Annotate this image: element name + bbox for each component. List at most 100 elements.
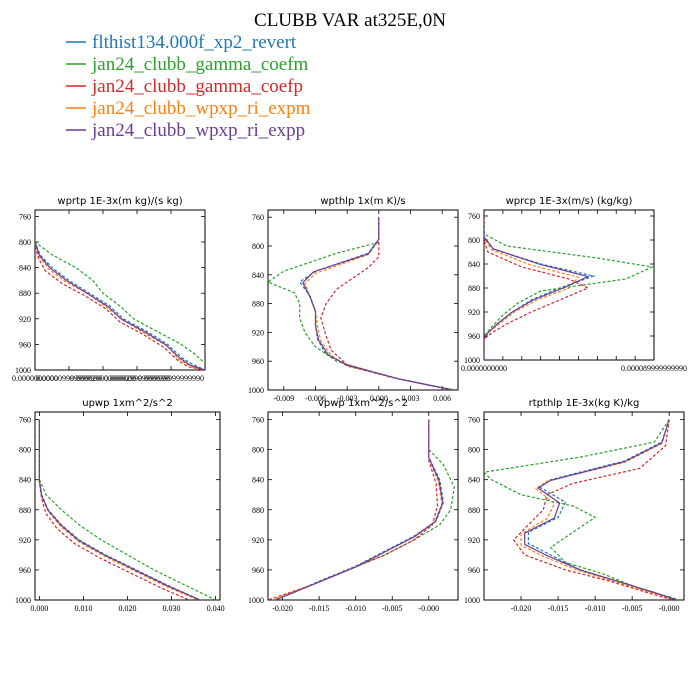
x-tick-label: 0.000089999999990 (621, 364, 687, 373)
series-line-2 (35, 216, 205, 365)
x-tick-label: 0.0000000000 (12, 374, 58, 383)
figure-title: CLUBB VAR at325E,0N (254, 10, 446, 31)
x-tick-label: -0.015 (548, 604, 569, 613)
x-tick-label: 0.006 (433, 394, 451, 403)
x-tick-label: 0.003 (402, 394, 420, 403)
y-tick-label: 840 (252, 476, 264, 485)
x-tick-label: 0.000 (30, 604, 48, 613)
x-tick-label: 0.010 (74, 604, 92, 613)
x-tick-label: 0.000 (370, 394, 388, 403)
y-tick-label: 840 (468, 476, 480, 485)
panels: wprtp 1E-3x(m kg)/(s kg) 760 800 840 880 920 9… (12, 196, 687, 613)
series-line-3 (268, 419, 439, 600)
y-tick-label: 920 (468, 536, 480, 545)
legend-item: jan24_clubb_wpxp_ri_expm (66, 98, 311, 119)
y-tick-label: 920 (19, 315, 31, 324)
y-tick-label: 800 (19, 446, 31, 455)
series-line-5 (275, 419, 444, 600)
x-tick-label: 0.020 (119, 604, 137, 613)
series-line-2 (38, 419, 216, 600)
x-tick-label: -0.020 (511, 604, 532, 613)
x-tick-label: -0.006 (305, 394, 326, 403)
y-tick-label: 880 (252, 300, 264, 309)
x-tick-label: -0.009 (273, 394, 294, 403)
y-tick-label: 800 (468, 446, 480, 455)
x-tick-label: 0.000029999999990 (104, 374, 170, 383)
series-line-5 (484, 216, 590, 360)
plot-frame (267, 411, 459, 601)
x-tick-label: 0.0000000000 (461, 364, 507, 373)
series-line-5 (524, 419, 677, 600)
series-line-4 (35, 216, 205, 370)
y-tick-label: 760 (19, 416, 31, 425)
series-line-3 (38, 419, 190, 600)
legend: flthist134.000f_xp2_revertjan24_clubb_ga… (66, 32, 311, 141)
x-tick-label: 0.000020000000000 (70, 374, 136, 383)
y-tick-label: 1000 (248, 596, 264, 605)
y-tick-label: 760 (252, 416, 264, 425)
legend-label: jan24_clubb_gamma_coefp (91, 76, 303, 97)
series-line-2 (484, 419, 681, 600)
plot-frame (267, 209, 459, 391)
series-line-3 (512, 419, 674, 600)
series-line-3 (320, 217, 453, 390)
x-tick-label: -0.000 (418, 604, 439, 613)
panel-title: wpthlp 1x(m K)/s (320, 196, 405, 207)
y-tick-label: 1000 (248, 386, 264, 395)
y-tick-label: 880 (468, 284, 480, 293)
y-tick-label: 760 (252, 213, 264, 222)
y-tick-label: 880 (468, 506, 480, 515)
x-tick-label: -0.005 (622, 604, 643, 613)
plot-frame (483, 411, 685, 601)
panel-1: wprtp 1E-3x(m kg)/(s kg) 760 800 840 880 920 9… (12, 196, 206, 383)
x-tick-label: 0.040 (207, 604, 225, 613)
y-tick-label: 800 (468, 236, 480, 245)
y-tick-label: 1000 (15, 596, 31, 605)
y-tick-label: 920 (252, 328, 264, 337)
panel-5: vpwp 1xm^2/s^2 760 800 840 880 920 960 1000 -0.0… (248, 398, 459, 613)
y-tick-label: 760 (468, 212, 480, 221)
series-line-5 (35, 216, 205, 370)
series-line-3 (484, 216, 590, 360)
legend-item: jan24_clubb_gamma_coefp (66, 76, 303, 97)
x-tick-label: -0.000 (659, 604, 680, 613)
y-tick-label: 960 (19, 340, 31, 349)
series-line-4 (38, 419, 199, 600)
panel-3: wprcp 1E-3x(m/s) (kg/kg) 760 800 840 880 920 9… (461, 196, 687, 373)
x-tick-label: -0.010 (585, 604, 606, 613)
legend-label: jan24_clubb_gamma_coefm (91, 54, 309, 75)
series-line-1 (38, 419, 201, 600)
series-line-1 (35, 216, 205, 370)
legend-label: jan24_clubb_wpxp_ri_expm (91, 98, 311, 119)
x-tick-label: -0.020 (272, 604, 293, 613)
series-line-1 (484, 216, 596, 360)
x-tick-label: 0.000009999999990 (36, 374, 102, 383)
series-line-2 (268, 217, 455, 390)
series-line-5 (302, 217, 453, 390)
panel-title: vpwp 1xm^2/s^2 (318, 398, 408, 409)
panel-title: wprcp 1E-3x(m/s) (kg/kg) (506, 196, 633, 207)
y-tick-label: 1000 (464, 356, 480, 365)
y-tick-label: 960 (19, 566, 31, 575)
y-tick-label: 960 (252, 357, 264, 366)
y-tick-label: 800 (252, 242, 264, 251)
legend-item: jan24_clubb_wpxp_ri_expp (66, 120, 305, 141)
series-line-4 (271, 419, 443, 600)
y-tick-label: 760 (19, 212, 31, 221)
x-tick-label: -0.005 (382, 604, 403, 613)
panel-title: upwp 1xm^2/s^2 (82, 398, 172, 409)
y-tick-label: 840 (19, 476, 31, 485)
x-tick-label: -0.003 (337, 394, 358, 403)
legend-label: flthist134.000f_xp2_revert (92, 32, 297, 53)
plot-frame (34, 209, 206, 371)
panel-title: rtpthlp 1E-3x(kg K)/kg (529, 398, 640, 409)
y-tick-label: 760 (468, 416, 480, 425)
series-line-2 (484, 216, 654, 360)
y-tick-label: 1000 (464, 596, 480, 605)
y-tick-label: 880 (252, 506, 264, 515)
y-tick-label: 920 (252, 536, 264, 545)
panel-2: wpthlp 1x(m K)/s 760 800 840 880 920 960 1000 -0… (248, 196, 459, 403)
series-line-3 (35, 216, 205, 370)
x-tick-label: 0.000039999999990 (138, 374, 204, 383)
